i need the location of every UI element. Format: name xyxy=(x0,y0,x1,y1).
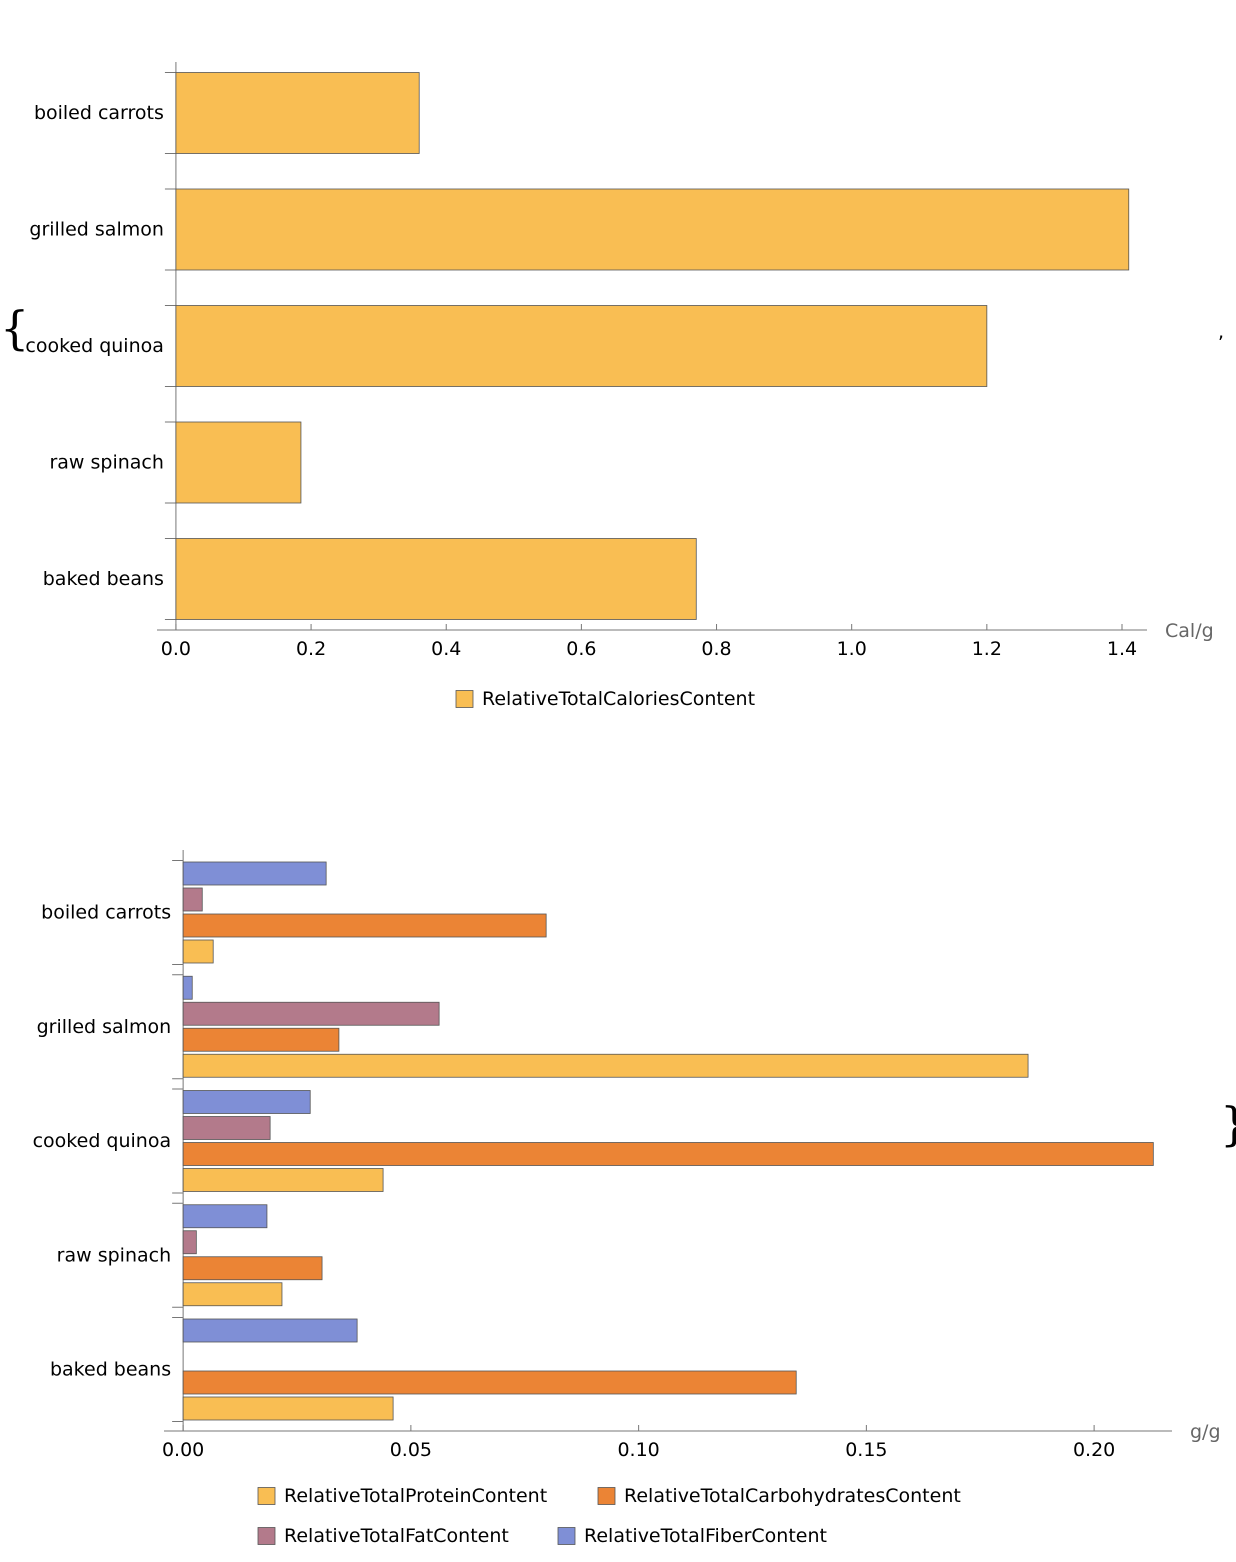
x-tick-label: 0.15 xyxy=(845,1439,887,1461)
bar xyxy=(175,421,302,504)
bar xyxy=(175,188,1130,271)
y-tick-label: grilled salmon xyxy=(29,219,164,241)
x-tick-label: 0.2 xyxy=(296,638,326,660)
bar xyxy=(182,1256,323,1281)
y-tick-label: cooked quinoa xyxy=(25,335,164,357)
bar xyxy=(182,1053,1029,1078)
open-brace: { xyxy=(0,301,29,355)
x-tick-label: 1.0 xyxy=(837,638,867,660)
bar xyxy=(182,1230,197,1255)
y-tick-label: cooked quinoa xyxy=(33,1130,172,1152)
bar xyxy=(182,939,214,964)
separator: , xyxy=(1218,321,1224,343)
legend-swatch xyxy=(557,1527,576,1545)
legend-label: RelativeTotalFiberContent xyxy=(584,1525,827,1547)
bar xyxy=(175,538,697,620)
legend-label: RelativeTotalFatContent xyxy=(284,1525,509,1547)
bar xyxy=(175,72,420,154)
bar xyxy=(182,1396,394,1421)
bar xyxy=(182,1318,358,1343)
x-tick-label: 0.20 xyxy=(1073,1439,1115,1461)
bar xyxy=(182,1168,384,1192)
bar xyxy=(175,305,988,387)
bar xyxy=(182,975,193,1000)
bar xyxy=(182,1027,340,1052)
y-tick-label: raw spinach xyxy=(57,1244,171,1266)
x-tick-label: 0.4 xyxy=(431,638,461,660)
x-tick-label: 1.4 xyxy=(1107,638,1137,660)
bar xyxy=(182,1142,1154,1166)
bar xyxy=(182,887,203,912)
x-tick-label: 0.00 xyxy=(162,1439,204,1461)
legend-swatch xyxy=(597,1487,616,1505)
bar xyxy=(182,913,547,938)
y-tick-label: baked beans xyxy=(43,568,164,590)
legend-swatch xyxy=(455,690,474,708)
x-tick-label: 1.2 xyxy=(972,638,1002,660)
close-brace: } xyxy=(1220,1097,1236,1151)
bar xyxy=(182,1001,440,1026)
x-tick-label: 0.8 xyxy=(701,638,731,660)
legend-label: RelativeTotalCaloriesContent xyxy=(482,688,755,710)
y-tick-label: baked beans xyxy=(50,1359,171,1381)
y-tick-label: grilled salmon xyxy=(37,1016,172,1038)
y-tick-label: boiled carrots xyxy=(34,102,164,124)
bar xyxy=(182,1204,268,1229)
bar xyxy=(182,861,327,886)
x-tick-label: 0.05 xyxy=(390,1439,432,1461)
y-tick-label: raw spinach xyxy=(49,452,163,474)
bar xyxy=(182,1090,311,1114)
bar xyxy=(182,1282,283,1307)
x-axis-label: g/g xyxy=(1190,1421,1221,1443)
legend-label: RelativeTotalProteinContent xyxy=(284,1485,547,1507)
legend-label: RelativeTotalCarbohydratesContent xyxy=(624,1485,961,1507)
legend-swatch xyxy=(257,1487,276,1505)
x-tick-label: 0.10 xyxy=(617,1439,659,1461)
y-tick-label: boiled carrots xyxy=(41,902,171,924)
x-tick-label: 0.0 xyxy=(161,638,191,660)
x-tick-label: 0.6 xyxy=(566,638,596,660)
legend-swatch xyxy=(257,1527,276,1545)
x-axis-label: Cal/g xyxy=(1165,620,1214,642)
bar xyxy=(182,1370,797,1395)
bar xyxy=(182,1116,271,1140)
